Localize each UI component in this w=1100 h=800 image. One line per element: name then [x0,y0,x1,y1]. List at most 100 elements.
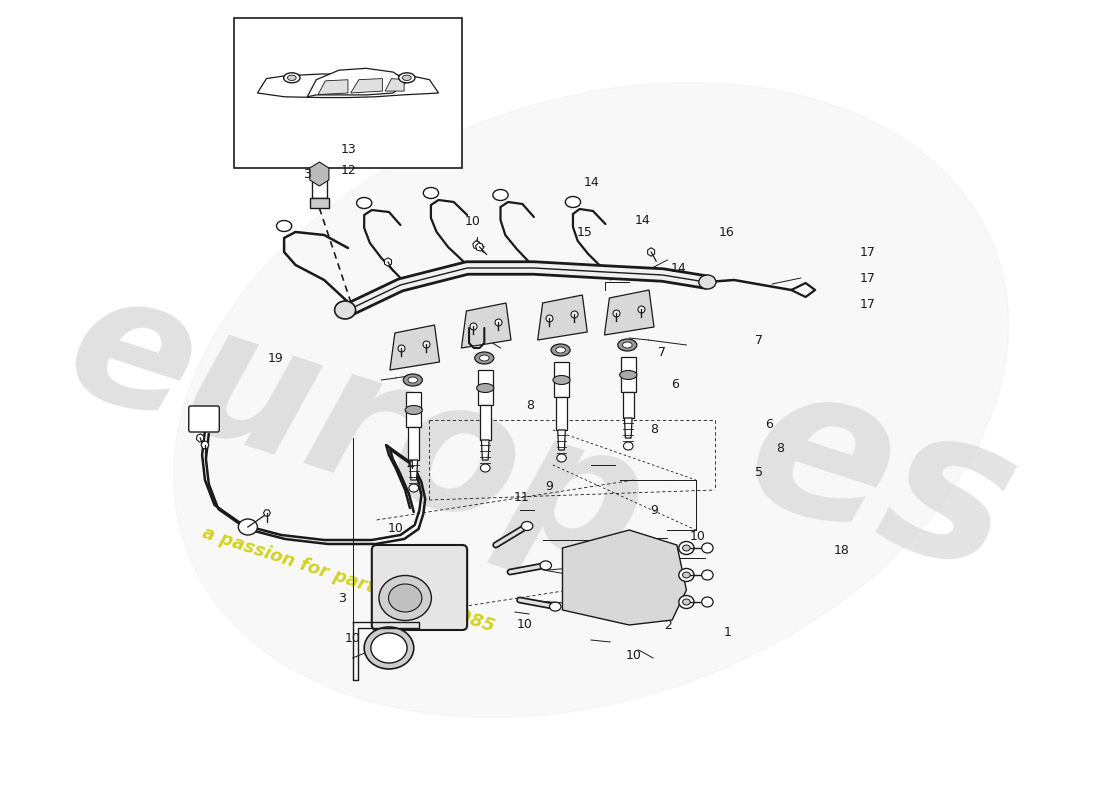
Ellipse shape [239,519,257,535]
Text: 3: 3 [338,592,346,605]
Text: 16: 16 [718,226,734,238]
Text: 17: 17 [860,246,876,259]
Text: 10: 10 [626,649,642,662]
FancyBboxPatch shape [189,406,219,432]
Polygon shape [482,440,490,460]
Text: 6: 6 [766,418,773,430]
Text: 7: 7 [755,334,763,346]
Ellipse shape [398,73,415,83]
Ellipse shape [379,575,431,621]
Polygon shape [201,442,209,449]
Text: 15: 15 [576,226,593,238]
Text: 18: 18 [834,544,849,557]
Text: 17: 17 [860,272,876,285]
Text: 14: 14 [635,214,650,226]
Polygon shape [385,258,392,266]
Text: 8: 8 [650,423,658,436]
Bar [233,18,462,168]
Text: 10: 10 [465,215,481,228]
Polygon shape [310,198,329,208]
Ellipse shape [623,342,632,348]
Polygon shape [318,80,348,94]
Text: a passion for parts since 1985: a passion for parts since 1985 [200,524,497,636]
Ellipse shape [174,82,1009,718]
Ellipse shape [424,187,439,198]
Polygon shape [257,74,439,98]
Ellipse shape [553,375,570,385]
Ellipse shape [405,406,422,414]
Ellipse shape [409,484,418,492]
Text: 14: 14 [584,176,600,189]
Ellipse shape [551,344,570,356]
Text: 14: 14 [671,262,686,274]
Ellipse shape [683,599,690,605]
Text: 19: 19 [267,352,283,365]
Polygon shape [310,162,329,186]
Ellipse shape [618,339,637,351]
Text: 13: 13 [341,143,356,156]
Polygon shape [473,241,481,249]
Ellipse shape [556,347,565,353]
Ellipse shape [683,545,690,551]
Ellipse shape [404,374,422,386]
Polygon shape [648,248,654,256]
Ellipse shape [388,584,422,612]
Polygon shape [604,290,654,335]
Ellipse shape [679,542,694,554]
Ellipse shape [493,190,508,201]
Text: 10: 10 [516,618,532,630]
Polygon shape [385,78,404,91]
Text: 1: 1 [724,626,732,638]
Text: 7: 7 [658,346,666,358]
Ellipse shape [702,597,713,607]
Text: 11: 11 [514,491,529,504]
Ellipse shape [276,221,292,231]
Text: 5: 5 [755,466,763,478]
Text: 10: 10 [344,632,361,645]
Polygon shape [558,430,565,450]
Ellipse shape [702,543,713,553]
Polygon shape [477,370,493,405]
Text: 17: 17 [860,298,876,310]
Text: 9: 9 [546,480,553,493]
Ellipse shape [698,275,716,289]
Polygon shape [410,460,418,480]
Polygon shape [620,357,636,392]
Ellipse shape [679,569,694,582]
Ellipse shape [619,370,637,379]
Ellipse shape [557,454,566,462]
Ellipse shape [334,301,355,319]
Text: es: es [725,343,1040,617]
Ellipse shape [683,572,690,578]
Text: 8: 8 [776,442,784,454]
Ellipse shape [364,627,414,669]
Polygon shape [389,325,440,370]
Ellipse shape [408,377,418,383]
Ellipse shape [287,75,296,81]
Ellipse shape [702,570,713,580]
Ellipse shape [481,464,490,472]
Polygon shape [538,295,587,340]
Ellipse shape [371,633,407,663]
Text: 6: 6 [671,378,679,390]
Text: 3: 3 [302,169,311,182]
Polygon shape [554,362,569,397]
Polygon shape [562,530,686,625]
Polygon shape [406,392,421,427]
Text: 12: 12 [341,164,356,177]
Polygon shape [408,427,419,460]
Text: 9: 9 [650,504,658,517]
Ellipse shape [540,561,551,570]
Text: europ: europ [47,254,667,606]
Polygon shape [307,68,407,97]
Ellipse shape [565,197,581,207]
Polygon shape [264,510,271,516]
Polygon shape [480,405,491,440]
Ellipse shape [679,595,694,609]
Ellipse shape [480,355,490,361]
Polygon shape [351,78,383,93]
Ellipse shape [284,73,300,83]
Text: 4: 4 [406,459,415,472]
Text: 8: 8 [527,399,535,412]
Polygon shape [197,434,204,442]
